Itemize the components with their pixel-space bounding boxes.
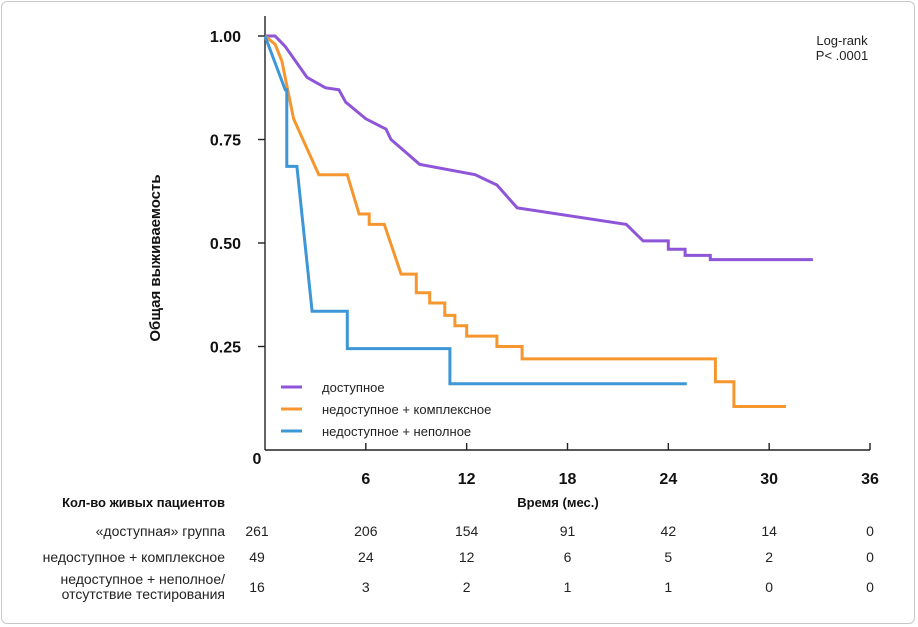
y-ticks: 1.00 0.75 0.50 0.25 — [210, 29, 265, 357]
series-line — [265, 34, 813, 262]
risk-table-title: Кол-во живых пациентов — [62, 495, 225, 510]
y-tick-label: 0.50 — [210, 236, 241, 253]
series-line — [264, 34, 786, 408]
x-tick-label: 36 — [861, 471, 879, 488]
x-tick-label: 18 — [559, 471, 577, 488]
risk-count: 91 — [560, 523, 576, 539]
legend-label: недоступное + комплексное — [322, 402, 491, 417]
risk-count: 154 — [455, 523, 479, 539]
risk-row-label: недоступное + комплексное — [43, 549, 226, 565]
y-tick-label: 1.00 — [210, 29, 241, 46]
legend: доступное недоступное + комплексное недост… — [281, 380, 491, 439]
risk-count: 16 — [249, 579, 265, 595]
x-tick-label: 6 — [361, 471, 370, 488]
risk-count: 3 — [362, 579, 370, 595]
risk-row-label: «доступная» группа — [96, 523, 226, 539]
risk-count: 42 — [661, 523, 677, 539]
risk-row-label: отсутствие тестирования — [62, 586, 225, 602]
risk-table: «доступная» группа 261 206 154 91 42 14 0недост… — [43, 523, 874, 602]
risk-count: 261 — [245, 523, 269, 539]
legend-label: недоступное + неполное — [322, 424, 471, 439]
risk-count: 0 — [866, 579, 874, 595]
x-tick-label: 0 — [253, 451, 262, 468]
y-axis-label: Общая выживаемость — [147, 174, 164, 341]
x-axis-label: Время (мес.) — [517, 495, 598, 510]
x-tick-label: 30 — [760, 471, 778, 488]
risk-count: 6 — [564, 549, 572, 565]
risk-count: 206 — [354, 523, 378, 539]
risk-count: 0 — [866, 523, 874, 539]
risk-count: 2 — [463, 579, 471, 595]
risk-count: 49 — [249, 549, 265, 565]
y-tick-label: 0.75 — [210, 133, 241, 150]
risk-count: 0 — [765, 579, 773, 595]
legend-label: доступное — [322, 380, 385, 395]
risk-count: 24 — [358, 549, 374, 565]
annotation-pvalue: P< .0001 — [816, 48, 868, 63]
risk-count: 1 — [664, 579, 672, 595]
series-line — [263, 35, 687, 386]
risk-row-label: недоступное + неполное/ — [60, 571, 225, 587]
risk-count: 1 — [564, 579, 572, 595]
annotation-test: Log-rank — [816, 33, 868, 48]
risk-count: 14 — [761, 523, 777, 539]
curves — [263, 34, 813, 408]
risk-count: 2 — [765, 549, 773, 565]
x-ticks: 0 6 12 18 24 30 36 — [253, 443, 879, 488]
x-tick-label: 12 — [458, 471, 476, 488]
y-tick-label: 0.25 — [210, 340, 241, 357]
risk-count: 5 — [664, 549, 672, 565]
x-tick-label: 24 — [659, 471, 677, 488]
risk-count: 0 — [866, 549, 874, 565]
risk-count: 12 — [459, 549, 475, 565]
